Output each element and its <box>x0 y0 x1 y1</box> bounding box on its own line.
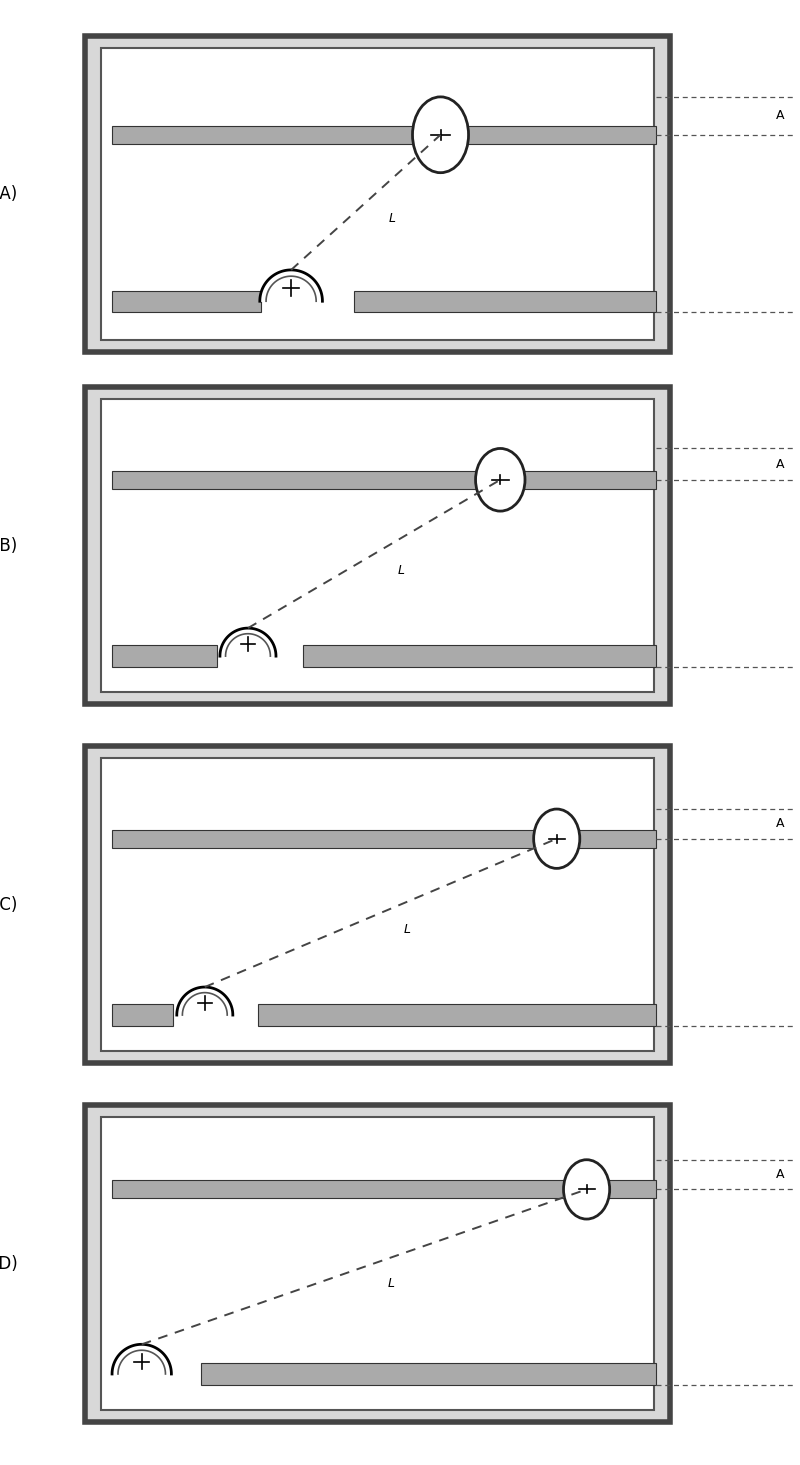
Bar <box>202 1364 656 1384</box>
Text: (B): (B) <box>0 536 18 555</box>
Bar <box>102 759 654 1050</box>
Ellipse shape <box>475 448 525 511</box>
Ellipse shape <box>534 809 580 869</box>
Bar <box>86 35 670 352</box>
Text: L: L <box>387 1277 394 1289</box>
Bar <box>102 400 654 691</box>
Text: (C): (C) <box>0 895 18 914</box>
Polygon shape <box>260 270 322 302</box>
Bar <box>303 646 656 667</box>
Bar <box>258 1005 656 1026</box>
Ellipse shape <box>563 1160 610 1219</box>
Text: A: A <box>776 110 784 122</box>
Ellipse shape <box>413 97 469 173</box>
Text: (D): (D) <box>0 1254 18 1273</box>
Text: L: L <box>397 564 404 577</box>
Bar <box>112 1005 173 1026</box>
Bar <box>354 290 656 312</box>
Bar <box>112 290 262 312</box>
Text: A: A <box>776 1168 784 1181</box>
Polygon shape <box>220 628 276 656</box>
Text: A: A <box>776 457 784 470</box>
Text: L: L <box>404 923 411 936</box>
Polygon shape <box>112 1345 171 1374</box>
Text: (A): (A) <box>0 185 18 204</box>
Bar <box>102 48 654 340</box>
Bar <box>86 747 670 1064</box>
Text: A: A <box>776 817 784 831</box>
Text: L: L <box>389 212 396 226</box>
Polygon shape <box>177 987 233 1015</box>
Bar <box>86 1105 670 1421</box>
Bar <box>112 829 656 848</box>
Bar <box>112 126 656 144</box>
Bar <box>112 470 656 489</box>
Bar <box>112 646 217 667</box>
Bar <box>86 388 670 705</box>
Bar <box>112 1181 656 1198</box>
Bar <box>102 1118 654 1409</box>
